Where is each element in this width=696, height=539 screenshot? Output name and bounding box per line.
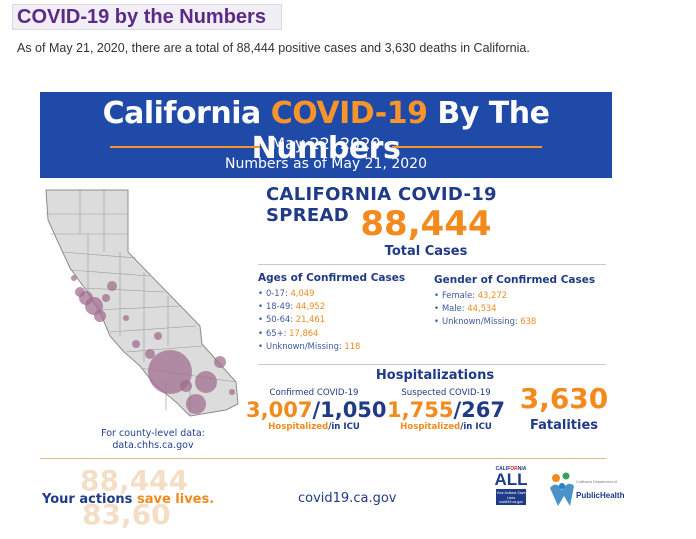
- banner-title: California COVID-19 By The Numbers: [40, 96, 612, 166]
- infographic-image: California COVID-19 By The Numbers May 2…: [40, 92, 650, 532]
- ages-title: Ages of Confirmed Cases: [258, 272, 406, 284]
- hospitalizations-title: Hospitalizations: [375, 368, 495, 383]
- intro-text: As of May 21, 2020, there are a total of…: [17, 41, 530, 55]
- cdph-big-text: PublicHealth: [576, 491, 625, 500]
- county-data-link[interactable]: data.chhs.ca.gov: [112, 440, 194, 451]
- list-item: • 18-49: 44,952: [258, 301, 326, 312]
- list-item: • Female: 43,272: [434, 290, 508, 300]
- suspected-hospitalizations: Suspected COVID-19 1,755/267 Hospitalize…: [386, 388, 506, 432]
- gender-title: Gender of Confirmed Cases: [434, 274, 596, 286]
- suspected-numbers: 1,755/267: [387, 398, 505, 422]
- ages-list: • 0-17: 4,049 • 18-49: 44,952 • 50-64: 21,4…: [258, 287, 418, 353]
- banner-as-of: Numbers as of May 21, 2020: [225, 156, 427, 172]
- covid-site-link[interactable]: covid19.ca.gov: [298, 491, 397, 506]
- banner-title-part1: California: [102, 96, 271, 131]
- suspected-caption: Suspected COVID-19: [401, 388, 491, 398]
- county-data-note: For county-level data: data.chhs.ca.gov: [98, 428, 208, 452]
- banner-title-accent: COVID-19: [270, 96, 428, 131]
- list-item: • 0-17: 4,049: [258, 288, 315, 298]
- public-health-figures-icon: [550, 472, 574, 506]
- confirmed-caption: Confirmed COVID-19: [269, 388, 359, 398]
- confirmed-numbers: 3,007/1,050: [246, 398, 387, 422]
- page-heading: COVID-19 by the Numbers: [12, 4, 282, 30]
- fatalities-label: Fatalities: [529, 418, 598, 433]
- ages-block: Ages of Confirmed Cases • 0-17: 4,049 • 18…: [258, 272, 418, 353]
- list-item: • Male: 44,534: [434, 303, 497, 314]
- banner-title-part2: By The Numbers: [251, 96, 550, 166]
- list-item: • Unknown/Missing: 118: [258, 340, 361, 351]
- california-map-graphic: [45, 189, 239, 417]
- california-all-logo: CALIFORNIA ALL Your Actions Save Lives c…: [494, 466, 528, 505]
- gender-list: • Female: 43,272 • Male: 44,534 • Unknown/M…: [434, 289, 604, 329]
- total-cases-number: 88,444: [360, 204, 492, 244]
- total-cases-label: Total Cases: [384, 244, 468, 259]
- gender-block: Gender of Confirmed Cases • Female: 43,27…: [434, 274, 604, 329]
- banner-rule-left: [110, 146, 260, 148]
- county-note-line1: For county-level data:: [101, 428, 205, 439]
- divider-middle: [258, 364, 606, 365]
- fatalities-number: 3,630: [519, 382, 609, 415]
- cdph-small-text: California Department of: [576, 480, 618, 484]
- banner-date: May 22, 2020: [271, 134, 381, 153]
- banner-rule-right: [392, 146, 542, 148]
- ghost-number-bottom: 83,60: [82, 498, 171, 531]
- public-health-logo: California Department of PublicHealth: [548, 470, 624, 514]
- suspected-subcaption: Hospitalized/in ICU: [400, 422, 492, 432]
- list-item: • 65+: 17,864: [258, 327, 319, 338]
- confirmed-hospitalizations: Confirmed COVID-19 3,007/1,050 Hospitali…: [246, 388, 387, 432]
- tagline: Your actions save lives.: [42, 492, 215, 507]
- list-item: • Unknown/Missing: 638: [434, 316, 537, 327]
- ghost-number-top: 88,444: [80, 464, 189, 497]
- divider-top: [258, 264, 606, 265]
- confirmed-subcaption: Hospitalized/in ICU: [268, 422, 360, 432]
- divider-bottom: [40, 458, 606, 459]
- spread-title: CALIFORNIA COVID-19 SPREAD: [266, 184, 497, 226]
- california-map: [40, 186, 255, 418]
- infographic-banner: California COVID-19 By The Numbers May 2…: [40, 92, 612, 178]
- list-item: • 50-64: 21,461: [258, 314, 326, 325]
